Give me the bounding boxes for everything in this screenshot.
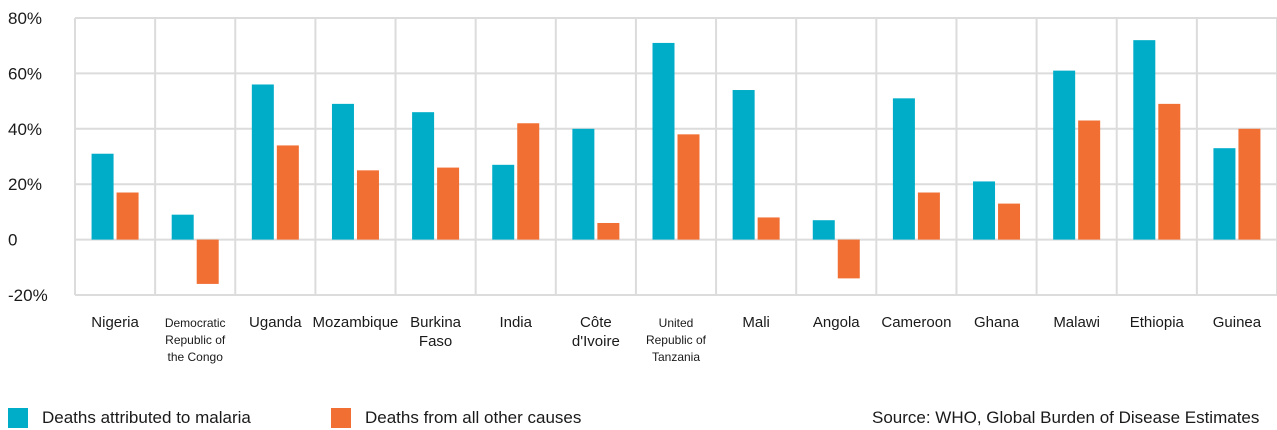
category-label: Angola	[813, 314, 860, 331]
category-label-line: Mali	[742, 314, 770, 331]
category-label-line: Mozambique	[313, 314, 399, 331]
bar-other-causes	[196, 239, 219, 284]
category-label: Mozambique	[313, 314, 399, 331]
category-label: Malawi	[1053, 314, 1100, 331]
category-label-line: Ghana	[974, 314, 1020, 331]
category-label-line: d'Ivoire	[572, 333, 620, 350]
bar-other-causes	[437, 167, 460, 240]
bar-malaria	[91, 153, 114, 240]
bar-other-causes	[837, 239, 860, 279]
category-label-line: Tanzania	[652, 350, 700, 364]
bar-other-causes	[1158, 103, 1181, 240]
bar-malaria	[251, 84, 274, 240]
y-tick-label: 20%	[8, 175, 42, 194]
bar-other-causes	[597, 222, 620, 240]
category-label-line: the Congo	[168, 350, 224, 364]
category-label-line: Malawi	[1053, 314, 1100, 331]
y-axis: 80% 60% 40% 20% 0 -20%	[8, 9, 48, 305]
category-label-line: Guinea	[1213, 314, 1262, 331]
category-label: Cameroon	[881, 314, 951, 331]
category-label-line: Faso	[419, 333, 452, 350]
grid-lines	[74, 17, 1277, 296]
bar-other-causes	[517, 123, 540, 240]
bar-other-causes	[917, 192, 940, 240]
category-label-line: Republic of	[646, 333, 707, 347]
bar-malaria	[412, 112, 435, 240]
y-tick-label: 40%	[8, 120, 42, 139]
category-label: Nigeria	[91, 314, 139, 331]
bar-malaria	[732, 90, 755, 240]
legend-label-other-causes: Deaths from all other causes	[365, 408, 582, 427]
y-tick-label: 60%	[8, 64, 42, 83]
category-label: United Republic of Tanzania	[646, 316, 707, 364]
bar-other-causes	[757, 217, 780, 240]
category-label-line: Côte	[580, 314, 612, 331]
bar-malaria	[812, 220, 835, 240]
category-label-line: United	[659, 316, 694, 330]
bars	[91, 40, 1261, 284]
category-label: Ethiopia	[1130, 314, 1185, 331]
bar-malaria	[492, 164, 515, 240]
y-tick-label: -20%	[8, 286, 48, 305]
bar-other-causes	[1238, 128, 1261, 240]
category-label-line: Cameroon	[881, 314, 951, 331]
category-label: Burkina Faso	[410, 314, 462, 350]
bar-malaria	[973, 181, 996, 240]
legend: Deaths attributed to malaria Deaths from…	[0, 408, 1277, 430]
category-label-line: Ethiopia	[1130, 314, 1185, 331]
legend-item-other-causes: Deaths from all other causes	[331, 408, 581, 428]
category-label: Democratic Republic of the Congo	[165, 316, 226, 364]
bar-malaria	[892, 98, 915, 240]
category-label-line: Uganda	[249, 314, 302, 331]
category-label-line: Republic of	[165, 333, 226, 347]
category-label: Ghana	[974, 314, 1020, 331]
bar-malaria	[171, 214, 194, 240]
category-label-line: Burkina	[410, 314, 462, 331]
legend-label-malaria: Deaths attributed to malaria	[42, 408, 251, 427]
bar-other-causes	[998, 203, 1021, 240]
category-label: Mali	[742, 314, 770, 331]
bar-malaria	[652, 42, 675, 240]
legend-swatch-other-causes	[331, 408, 351, 428]
bar-other-causes	[116, 192, 139, 240]
source-note: Source: WHO, Global Burden of Disease Es…	[872, 408, 1260, 427]
bar-other-causes	[356, 170, 379, 240]
legend-swatch-malaria	[8, 408, 28, 428]
y-tick-label: 80%	[8, 9, 42, 28]
bar-malaria	[572, 128, 595, 240]
category-label-line: Angola	[813, 314, 860, 331]
bar-malaria	[1133, 40, 1156, 240]
category-label-line: Nigeria	[91, 314, 139, 331]
x-axis: Nigeria Democratic Republic of the Congo Uga…	[91, 314, 1261, 364]
category-label: Côte d'Ivoire	[572, 314, 620, 350]
bar-other-causes	[677, 134, 700, 240]
bar-other-causes	[1078, 120, 1101, 240]
category-label-line: Democratic	[165, 316, 226, 330]
category-label: India	[499, 314, 532, 331]
bar-malaria	[331, 103, 354, 240]
category-label: Uganda	[249, 314, 302, 331]
y-tick-label: 0	[8, 231, 17, 250]
category-label-line: India	[499, 314, 532, 331]
legend-item-malaria: Deaths attributed to malaria	[8, 408, 251, 428]
bar-chart: 80% 60% 40% 20% 0 -20% Nigeria Democratic Repub…	[8, 9, 1277, 364]
bar-malaria	[1053, 70, 1076, 240]
bar-other-causes	[276, 145, 299, 240]
category-label: Guinea	[1213, 314, 1262, 331]
bar-malaria	[1213, 148, 1236, 240]
